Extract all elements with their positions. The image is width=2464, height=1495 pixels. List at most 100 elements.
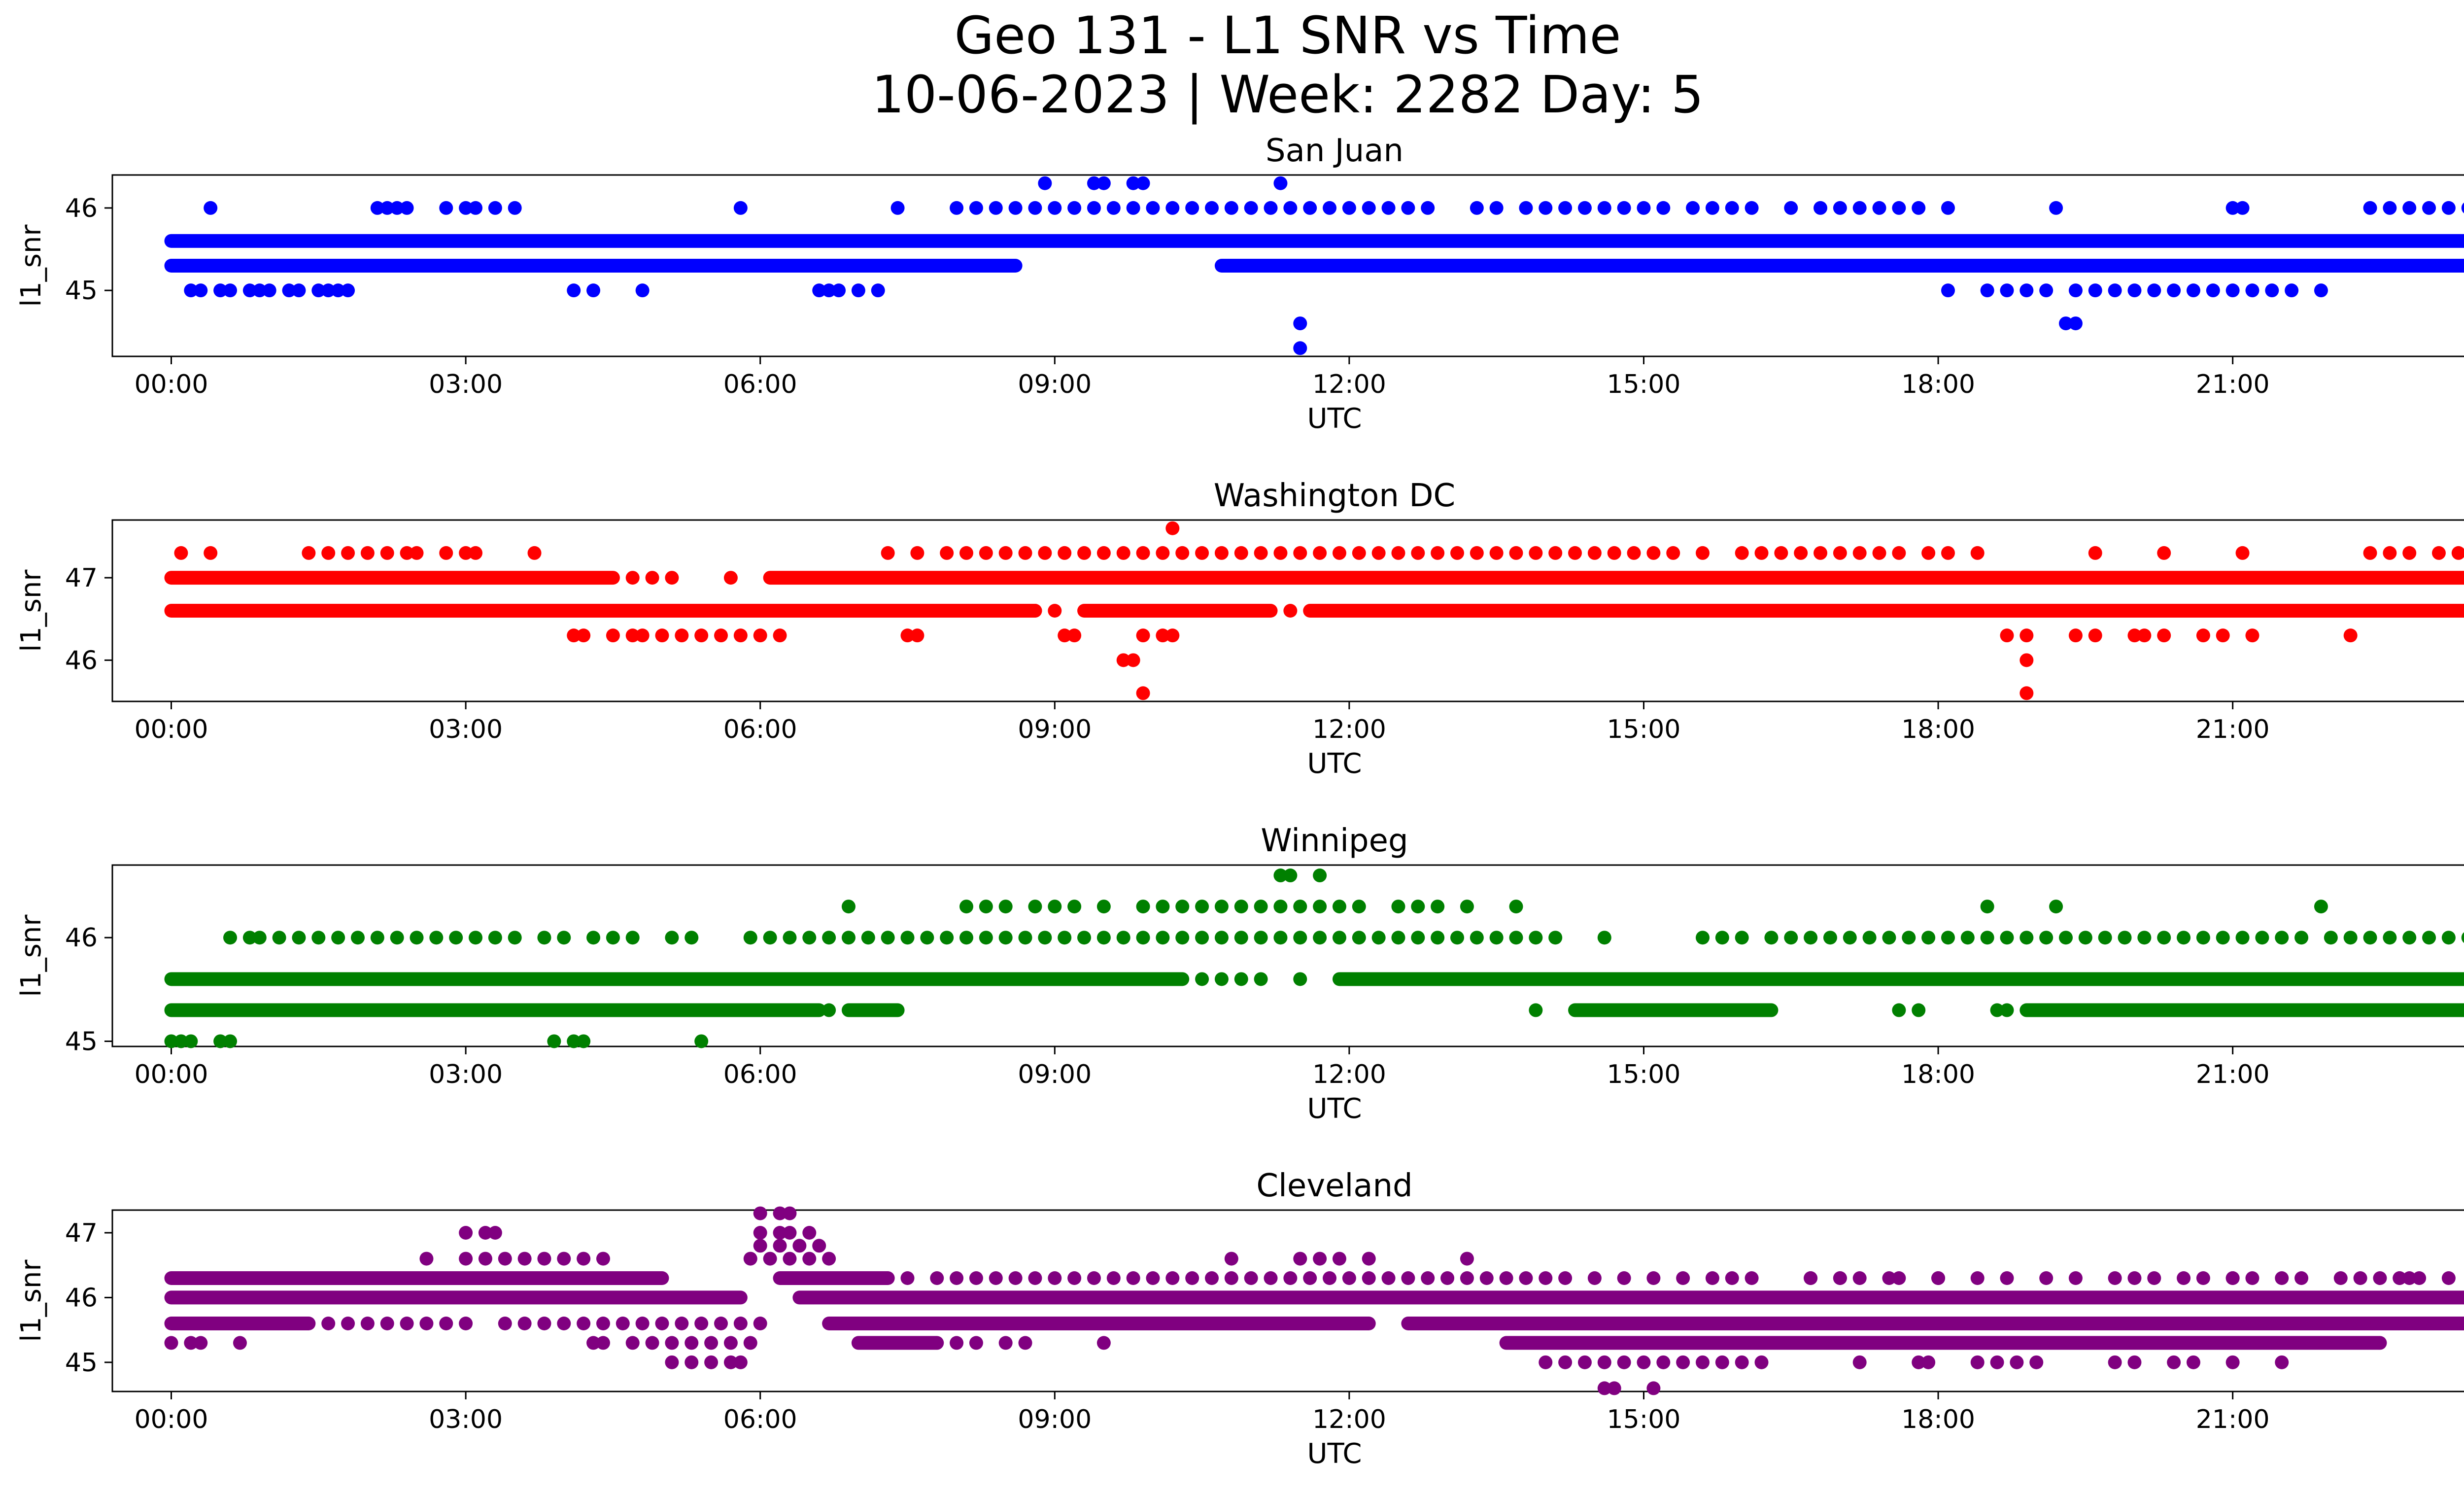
data-point-san-juan [812,283,826,298]
data-point-san-juan [1048,201,1062,215]
data-point-cleveland [645,1336,659,1350]
y-tick-label: 45 [65,1348,98,1378]
data-point-washington-dc [1892,546,1906,560]
data-point-winnipeg [802,931,817,945]
data-point-winnipeg [2314,900,2328,914]
data-point-washington-dc [1627,546,1641,560]
data-point-cleveland [400,1317,414,1330]
data-point-san-juan [822,283,836,298]
data-point-winnipeg [606,931,620,945]
data-point-winnipeg [1862,931,1877,945]
y-axis-label: l1_snr [15,914,47,997]
data-point-washington-dc [881,546,895,560]
data-point-san-juan [2383,201,2397,215]
data-point-san-juan [2019,283,2034,298]
data-point-cleveland [1421,1271,1435,1285]
data-point-washington-dc [204,546,218,560]
data-point-san-juan [194,283,208,298]
data-point-cleveland [517,1317,532,1330]
data-point-winnipeg [1332,931,1346,945]
data-point-winnipeg [488,931,502,945]
y-tick-label: 46 [65,1283,98,1313]
data-point-washington-dc [1116,546,1130,560]
data-point-winnipeg [979,900,993,914]
data-point-san-juan [213,283,228,298]
data-point-cleveland [1597,1381,1611,1395]
data-point-san-juan [341,283,355,298]
data-point-winnipeg [900,931,915,945]
data-point-cleveland [1852,1271,1867,1285]
data-point-san-juan [2285,283,2299,298]
data-point-cleveland [577,1317,591,1330]
data-point-cleveland [1587,1271,1602,1285]
data-point-washington-dc [2245,628,2259,643]
data-point-cleveland [1676,1355,1690,1369]
data-point-washington-dc [1646,546,1661,560]
data-point-winnipeg [586,931,601,945]
data-point-cleveland [1126,1271,1140,1285]
y-axis-label: l1_snr [15,569,47,652]
data-point-san-juan [400,201,414,215]
data-point-washington-dc [665,571,679,585]
data-point-cleveland [733,1317,748,1330]
y-tick-label: 45 [65,276,98,306]
data-point-san-juan [2088,283,2102,298]
data-point-washington-dc [2451,546,2464,560]
data-point-winnipeg [184,1034,198,1048]
data-point-winnipeg [1175,900,1190,914]
data-point-winnipeg [2098,931,2112,945]
data-point-washington-dc [400,546,414,560]
data-point-cleveland [360,1317,375,1330]
data-point-winnipeg [2196,931,2210,945]
data-point-san-juan [2363,201,2377,215]
data-point-winnipeg [1214,972,1229,986]
data-point-san-juan [1008,201,1023,215]
data-point-washington-dc [655,628,669,643]
data-point-winnipeg [1882,931,1896,945]
data-point-cleveland [1931,1271,1946,1285]
data-point-winnipeg [1352,900,1366,914]
data-point-san-juan [204,201,218,215]
data-point-cleveland [1323,1271,1337,1285]
axes-frame [111,519,2464,702]
data-point-washington-dc [645,571,659,585]
x-tick-label: 12:00 [1312,1060,1386,1089]
data-point-san-juan [1852,201,1867,215]
data-point-winnipeg [1921,931,1936,945]
data-point-san-juan [1264,201,1278,215]
data-point-washington-dc [2137,628,2152,643]
data-point-cleveland [989,1271,1003,1285]
data-point-san-juan [1941,283,1955,298]
data-point-winnipeg [763,931,777,945]
data-point-cleveland [1646,1271,1661,1285]
x-axis-label: UTC [1307,748,1362,780]
data-point-washington-dc [1156,628,1170,643]
figure-title-line1: Geo 131 - L1 SNR vs Time [954,5,1621,66]
data-point-cleveland [2294,1271,2309,1285]
data-point-cleveland [1303,1271,1317,1285]
data-point-winnipeg [2363,931,2377,945]
data-point-cleveland [2108,1271,2122,1285]
data-point-washington-dc [1067,628,1082,643]
data-point-winnipeg [1234,900,1248,914]
data-point-winnipeg [1077,931,1092,945]
x-tick-label: 03:00 [429,715,503,744]
figure-title-line2: 10-06-2023 | Week: 2282 Day: 5 [872,65,1704,125]
y-tick-label: 47 [65,563,98,593]
data-point-cleveland [2186,1355,2200,1369]
data-point-washington-dc [714,628,728,643]
data-point-washington-dc [2235,546,2250,560]
data-point-winnipeg [881,931,895,945]
data-point-cleveland [341,1317,355,1330]
x-tick-label: 12:00 [1312,715,1386,744]
data-point-san-juan [1912,201,1926,215]
data-point-washington-dc [1096,546,1111,560]
subplot-title: San Juan [1266,133,1403,169]
data-point-cleveland [822,1252,836,1266]
y-axis-label: l1_snr [15,224,47,307]
data-point-washington-dc [1833,546,1847,560]
data-point-cleveland [812,1239,826,1253]
data-point-winnipeg [1273,900,1288,914]
data-point-cleveland [2000,1271,2014,1285]
data-point-washington-dc [1165,521,1180,535]
